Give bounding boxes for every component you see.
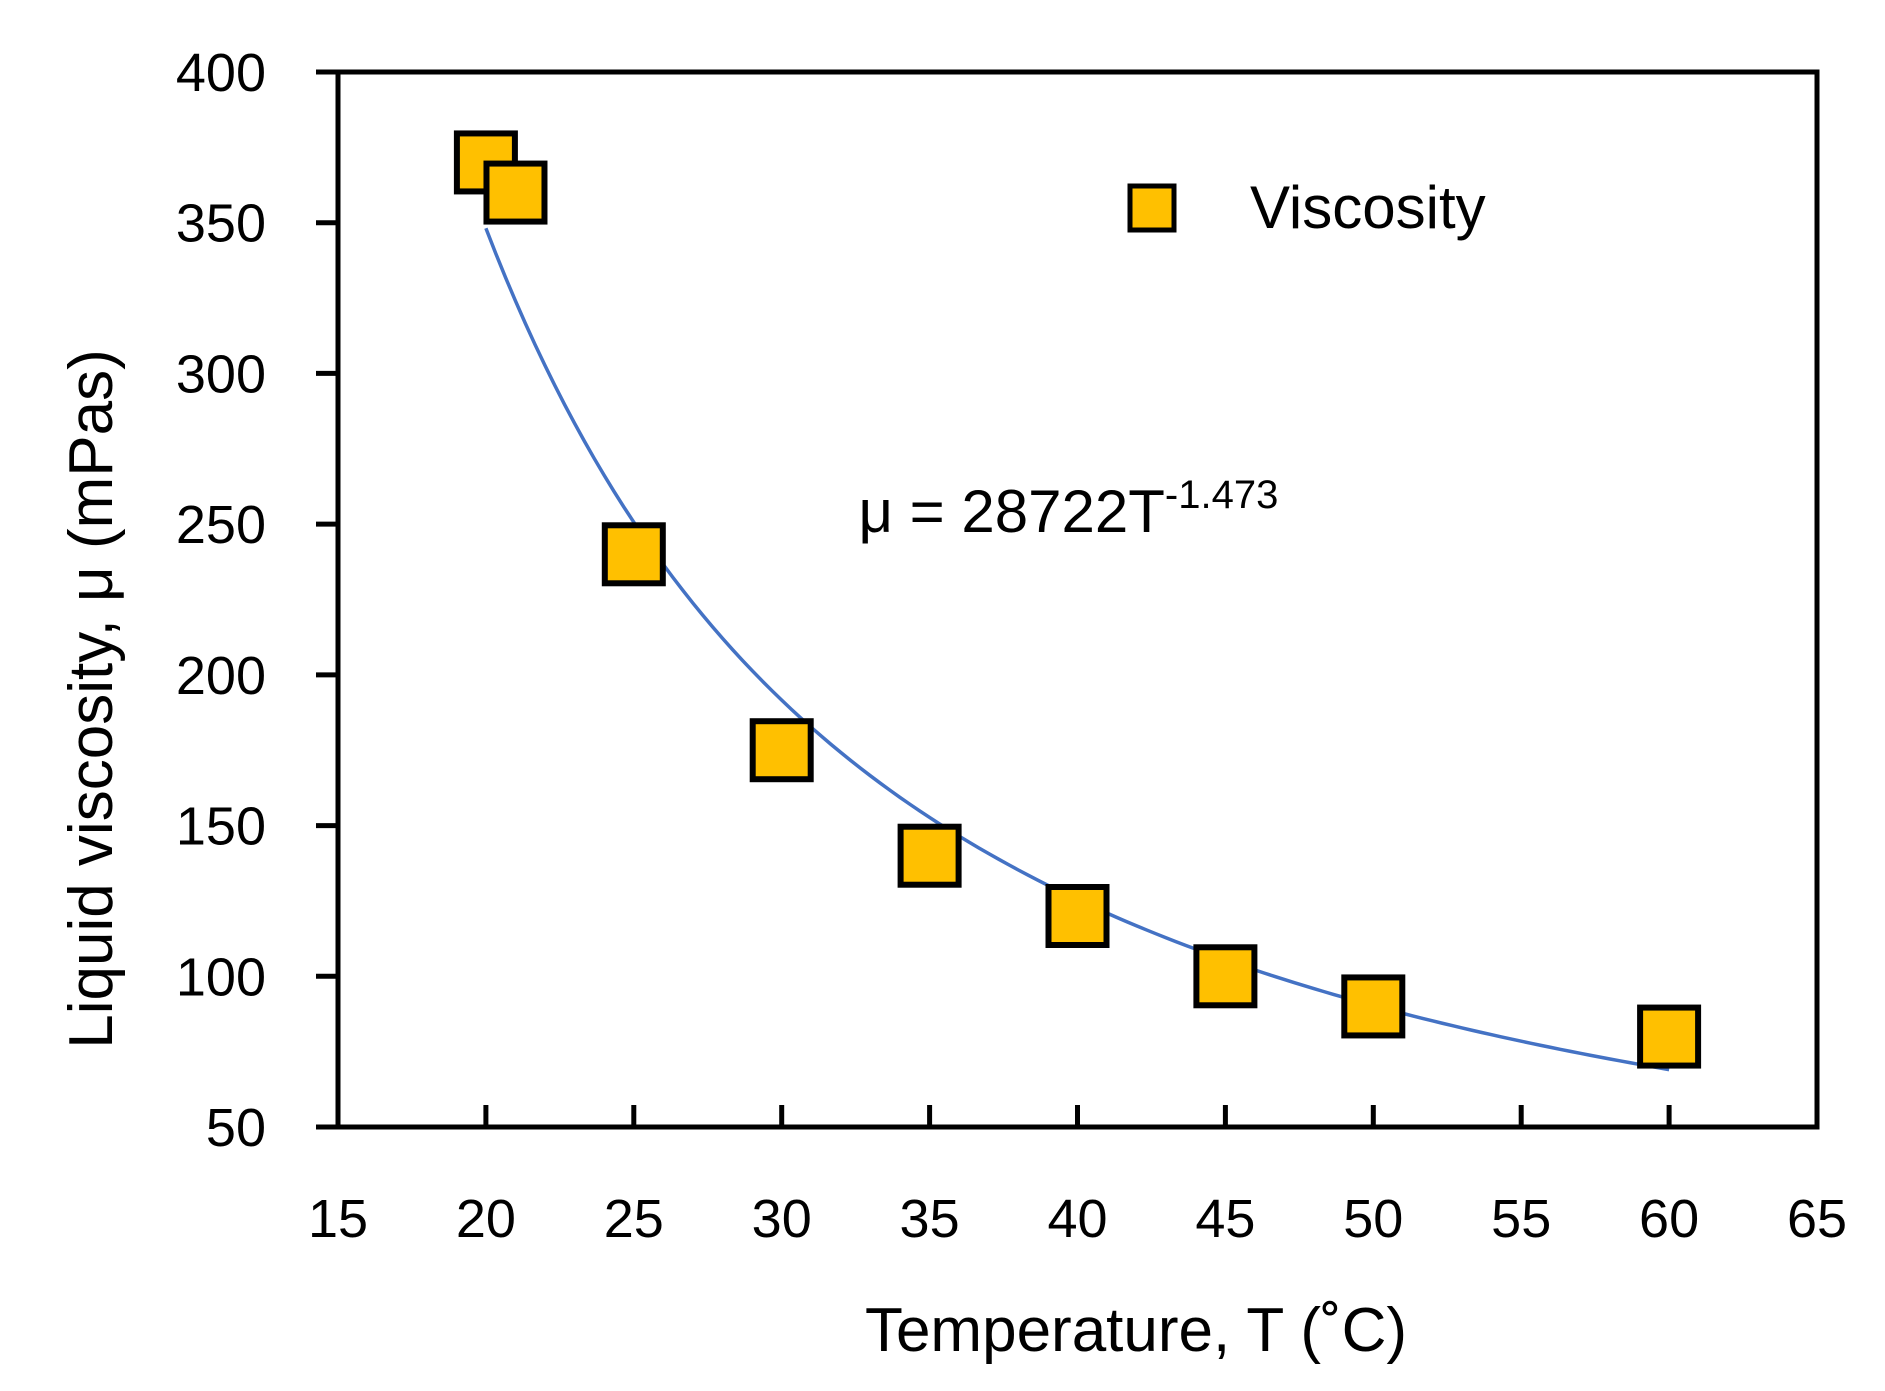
y-tick-label-250: 250	[176, 495, 266, 555]
x-tick-label-30: 30	[752, 1189, 812, 1249]
y-axis-ticks	[316, 69, 338, 1130]
y-tick-label-350: 350	[176, 194, 266, 254]
data-point	[1637, 1004, 1702, 1069]
x-tick-label-65: 65	[1787, 1189, 1847, 1249]
x-tick-label-50: 50	[1343, 1189, 1403, 1249]
data-point	[749, 718, 814, 783]
data-point	[1045, 884, 1110, 948]
data-point	[601, 522, 666, 587]
y-tick-label-300: 300	[176, 344, 266, 404]
data-point	[1341, 974, 1406, 1039]
y-tick-label-100: 100	[176, 947, 266, 1007]
data-point	[1193, 944, 1258, 1009]
fit-equation-main: μ = 28722T	[858, 478, 1164, 545]
x-axis-ticks	[335, 1105, 1820, 1127]
data-point	[897, 823, 962, 888]
x-axis-title: Temperature, T (˚C)	[865, 1296, 1407, 1365]
legend: Viscosity	[1127, 174, 1486, 241]
y-axis-title: Liquid viscosity, μ (mPas)	[57, 349, 126, 1049]
x-tick-label-35: 35	[900, 1189, 960, 1249]
data-point	[483, 160, 548, 225]
x-tick-label-45: 45	[1195, 1189, 1255, 1249]
x-tick-label-20: 20	[456, 1189, 516, 1249]
legend-marker-square	[1127, 183, 1177, 233]
y-tick-label-150: 150	[176, 797, 266, 857]
x-tick-label-40: 40	[1047, 1189, 1107, 1249]
y-tick-label-200: 200	[176, 646, 266, 706]
fit-equation-exponent: -1.473	[1165, 473, 1278, 517]
y-tick-label-50: 50	[206, 1098, 266, 1158]
y-axis-tick-labels: 50 100 150 200 250 300 350 400	[176, 43, 266, 1158]
viscosity-markers	[453, 130, 1702, 1069]
x-tick-label-25: 25	[604, 1189, 664, 1249]
x-axis-tick-labels: 15 20 25 30 35 40 45 50 55 60 65	[308, 1189, 1847, 1249]
y-tick-label-400: 400	[176, 43, 266, 103]
x-tick-label-15: 15	[308, 1189, 368, 1249]
fit-equation: μ = 28722T-1.473	[858, 473, 1278, 545]
x-tick-label-60: 60	[1639, 1189, 1699, 1249]
legend-label-viscosity: Viscosity	[1250, 174, 1486, 241]
x-tick-label-55: 55	[1491, 1189, 1551, 1249]
